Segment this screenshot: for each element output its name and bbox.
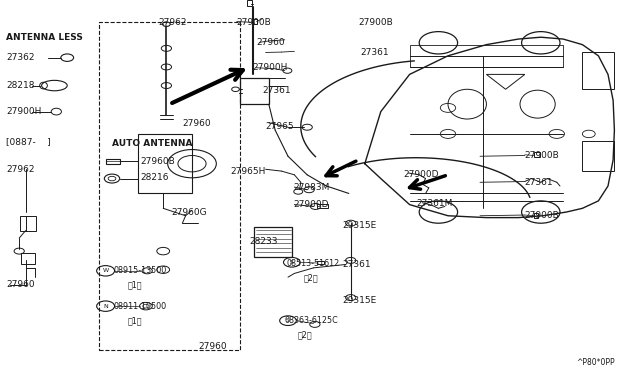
Text: 27361M: 27361M [416, 199, 452, 208]
Text: ^P80*0PP: ^P80*0PP [576, 358, 614, 367]
Text: 08513-51612: 08513-51612 [287, 259, 340, 267]
Bar [254, 227, 292, 257]
Text: 08911-10500: 08911-10500 [114, 302, 167, 311]
Text: AUTO ANTENNA: AUTO ANTENNA [112, 139, 193, 148]
Text: 27900B: 27900B [358, 18, 393, 27]
Bar [99, 22, 240, 350]
Text: 27962: 27962 [159, 18, 188, 27]
Bar [106, 159, 120, 164]
Text: （1）: （1） [128, 281, 143, 290]
Bar [534, 213, 538, 218]
Bar [317, 261, 324, 264]
Text: [0887-    ]: [0887- ] [6, 137, 51, 146]
Bar [21, 253, 35, 264]
Text: 27361: 27361 [342, 260, 371, 269]
Text: 27960: 27960 [6, 280, 35, 289]
Text: 27965H: 27965H [230, 167, 266, 176]
Text: S: S [286, 318, 290, 323]
Text: 08915-13500: 08915-13500 [114, 266, 167, 275]
Bar [410, 45, 563, 67]
Bar [138, 134, 192, 193]
Text: 27960: 27960 [198, 342, 227, 351]
Text: 27900D: 27900D [403, 170, 438, 179]
Bar [582, 52, 614, 89]
Text: 27900B: 27900B [525, 211, 559, 220]
Text: 27960B: 27960B [141, 157, 175, 166]
Text: 27361: 27361 [262, 86, 291, 95]
Bar [317, 204, 328, 208]
Bar [240, 78, 269, 104]
Bar [582, 141, 614, 171]
Text: 27900D: 27900D [293, 200, 328, 209]
Bar [20, 216, 36, 231]
Text: ANTENNA LESS: ANTENNA LESS [6, 33, 83, 42]
Text: 27960: 27960 [182, 119, 211, 128]
Text: （2）: （2） [298, 331, 312, 340]
Text: 27960: 27960 [256, 38, 285, 47]
Text: 29315E: 29315E [342, 221, 377, 230]
Text: S: S [290, 260, 294, 265]
Text: 27960G: 27960G [172, 208, 207, 217]
Text: W: W [102, 268, 109, 273]
Text: （2）: （2） [304, 273, 319, 282]
Text: 27361: 27361 [525, 178, 554, 187]
Bar [252, 19, 257, 24]
Text: 29315E: 29315E [342, 296, 377, 305]
Text: 27900B: 27900B [525, 151, 559, 160]
Bar [534, 152, 540, 157]
Text: 27962: 27962 [6, 165, 35, 174]
Text: 08363-6125C: 08363-6125C [284, 316, 338, 325]
Text: 27900H: 27900H [253, 63, 288, 72]
Text: 27361: 27361 [360, 48, 389, 57]
Bar [247, 0, 252, 6]
Text: 28218: 28218 [6, 81, 35, 90]
Text: 28216: 28216 [141, 173, 170, 182]
Text: 27362: 27362 [6, 53, 35, 62]
Text: 28233: 28233 [250, 237, 278, 246]
Text: 27983M: 27983M [293, 183, 330, 192]
Text: （1）: （1） [128, 316, 143, 325]
Text: 27900H: 27900H [6, 107, 42, 116]
Text: 27965: 27965 [266, 122, 294, 131]
Text: 27900B: 27900B [237, 18, 271, 27]
Text: N: N [103, 304, 108, 309]
